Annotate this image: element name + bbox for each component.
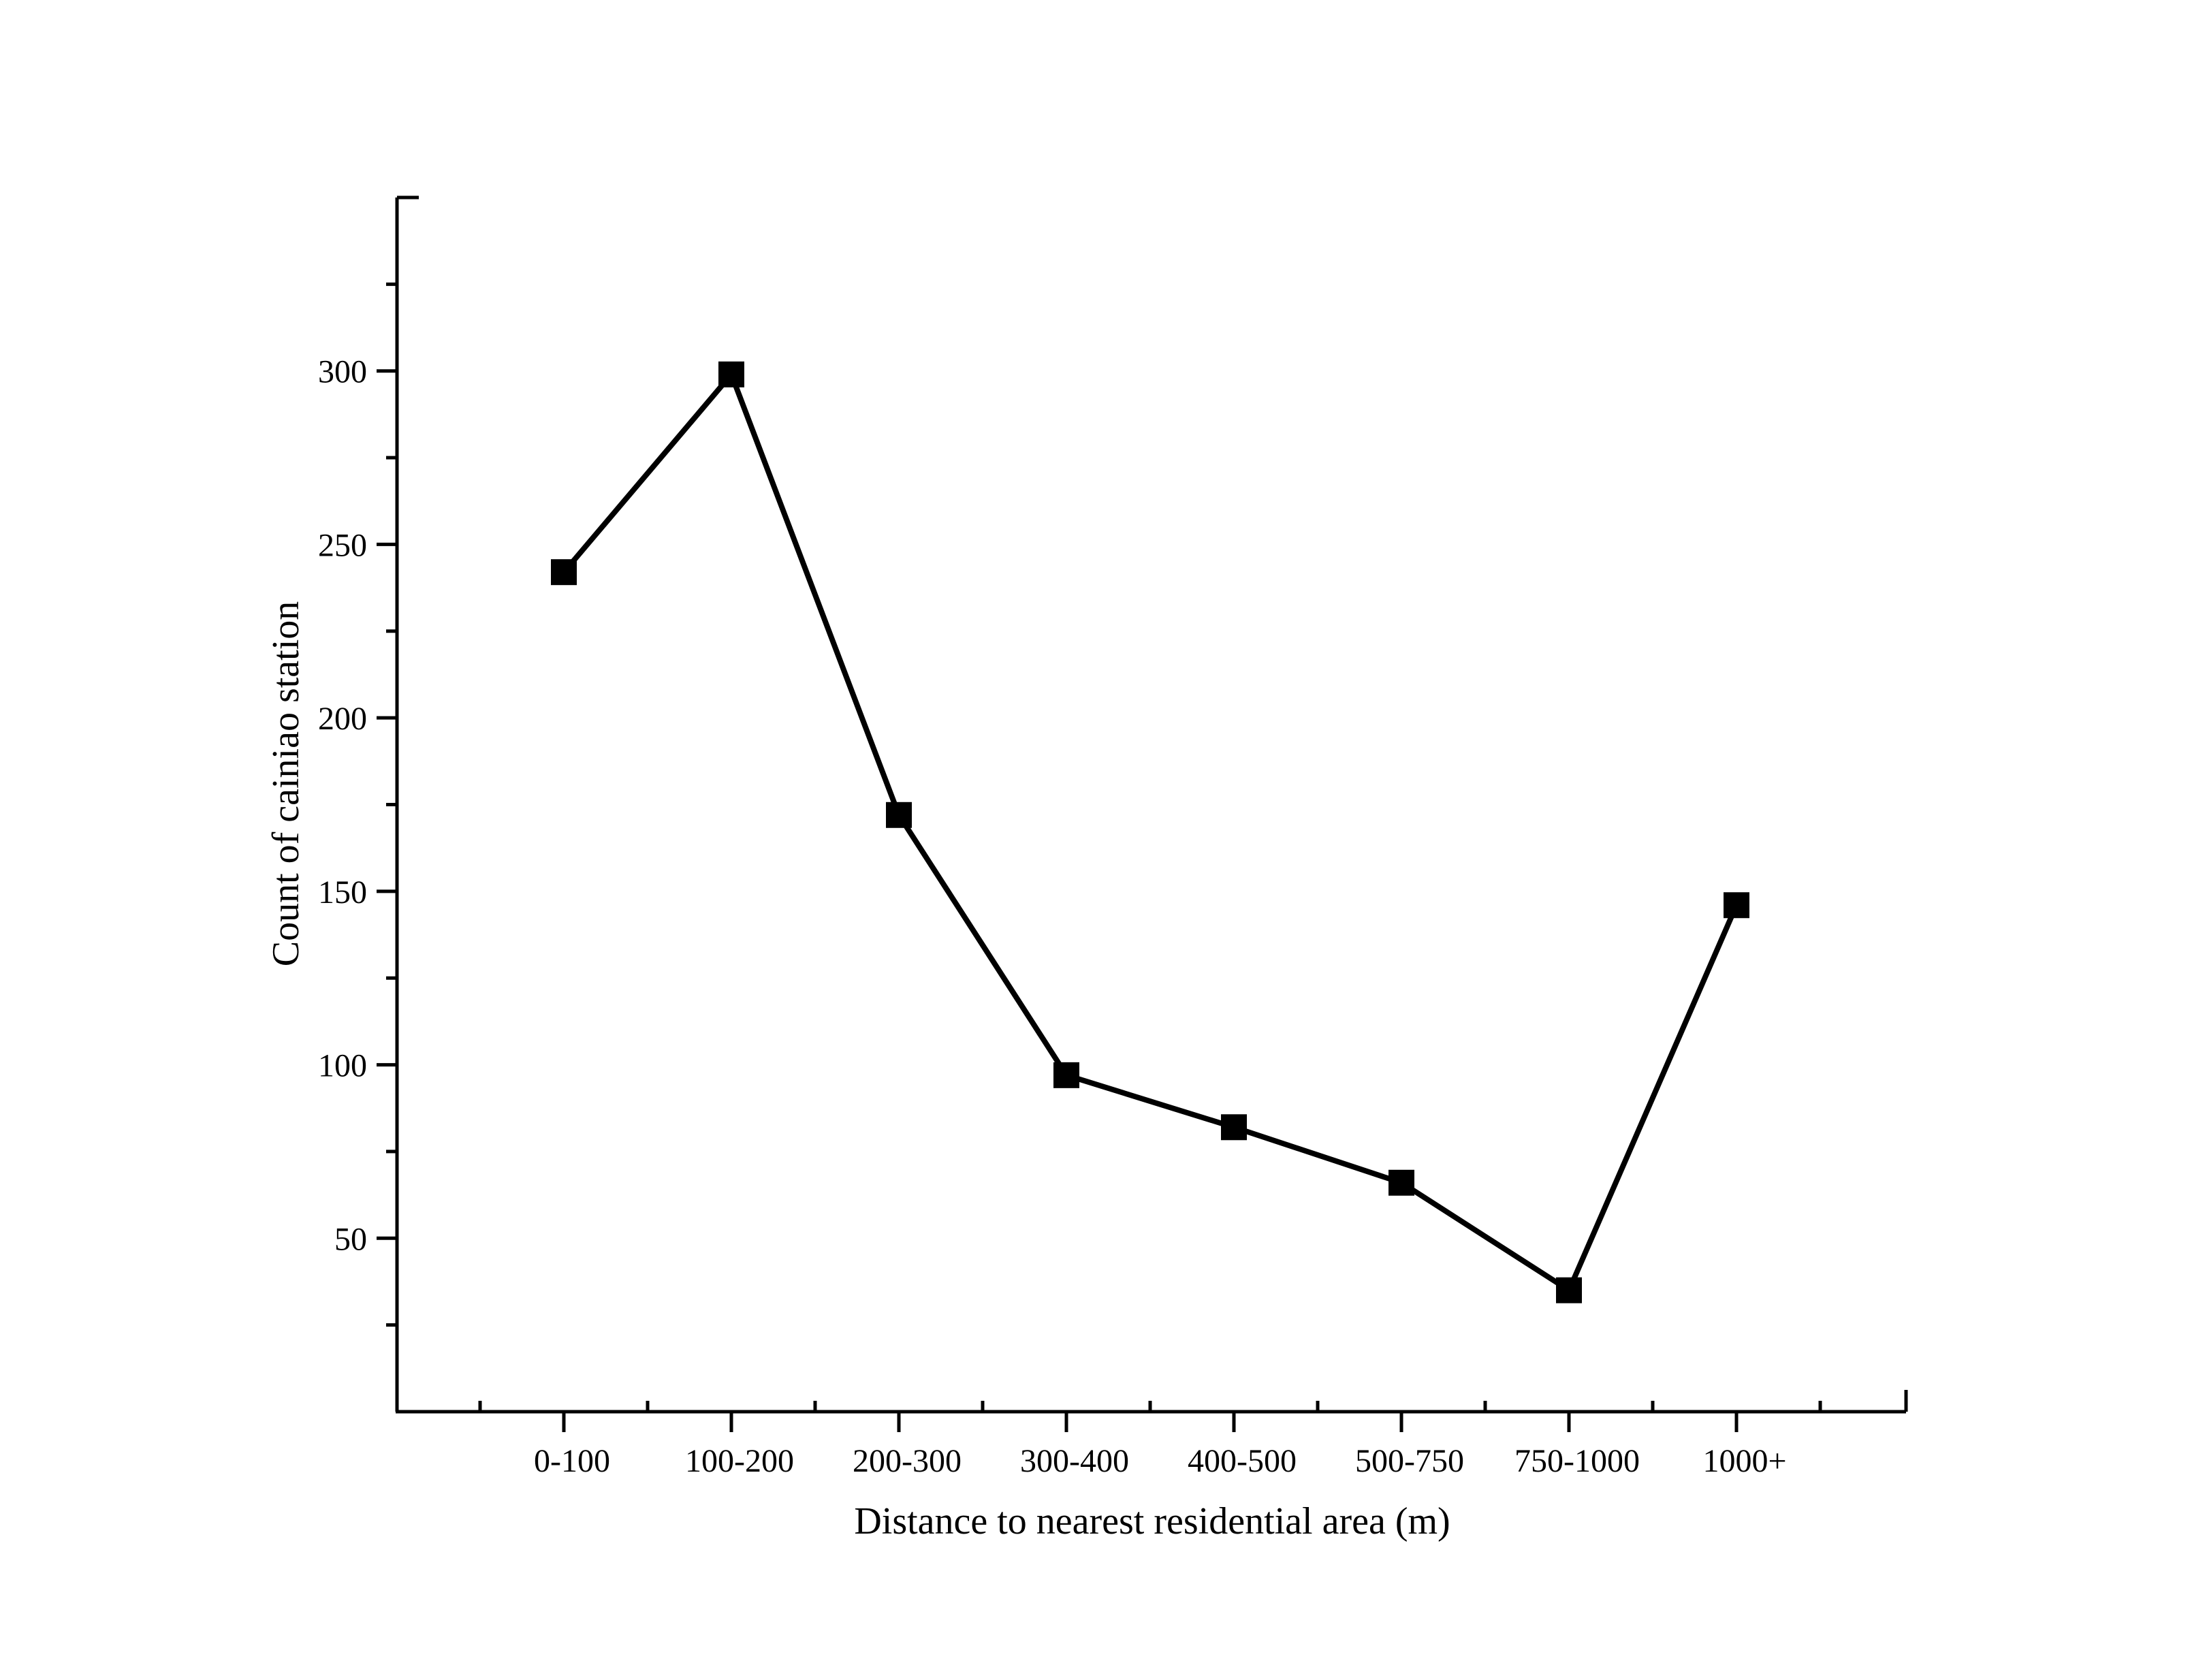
data-point-marker xyxy=(718,361,744,387)
x-tick-label: 300-400 xyxy=(1020,1443,1129,1479)
data-point-marker xyxy=(1221,1114,1247,1141)
data-point-marker xyxy=(886,802,912,828)
x-tick-label: 750-1000 xyxy=(1514,1443,1640,1479)
x-tick-label: 100-200 xyxy=(685,1443,794,1479)
data-point-marker xyxy=(1556,1277,1582,1303)
y-tick-label: 250 xyxy=(318,527,367,563)
y-axis-title: Count of cainiao station xyxy=(265,601,307,967)
ticks xyxy=(377,282,1822,1432)
y-tick-label: 200 xyxy=(318,701,367,737)
axes xyxy=(395,195,1908,1414)
x-tick-label: 400-500 xyxy=(1188,1443,1297,1479)
y-tick-label: 100 xyxy=(318,1048,367,1084)
y-tick-label: 50 xyxy=(334,1221,367,1257)
y-tick-label: 300 xyxy=(318,354,367,390)
data-point-marker xyxy=(551,559,577,586)
x-axis-title: Distance to nearest residential area (m) xyxy=(854,1500,1450,1542)
data-point-marker xyxy=(1388,1169,1414,1196)
series-line xyxy=(561,369,1739,1295)
y-tick-label: 150 xyxy=(318,874,367,910)
data-point-marker xyxy=(1053,1062,1079,1088)
x-tick-label: 0-100 xyxy=(534,1443,610,1479)
x-tick-label: 500-750 xyxy=(1355,1443,1464,1479)
labels: Distance to nearest residential area (m)… xyxy=(265,354,1787,1542)
data-point-marker xyxy=(1724,892,1749,919)
x-tick-label: 1000+ xyxy=(1702,1443,1786,1479)
series xyxy=(551,361,1749,1303)
x-tick-label: 200-300 xyxy=(853,1443,962,1479)
